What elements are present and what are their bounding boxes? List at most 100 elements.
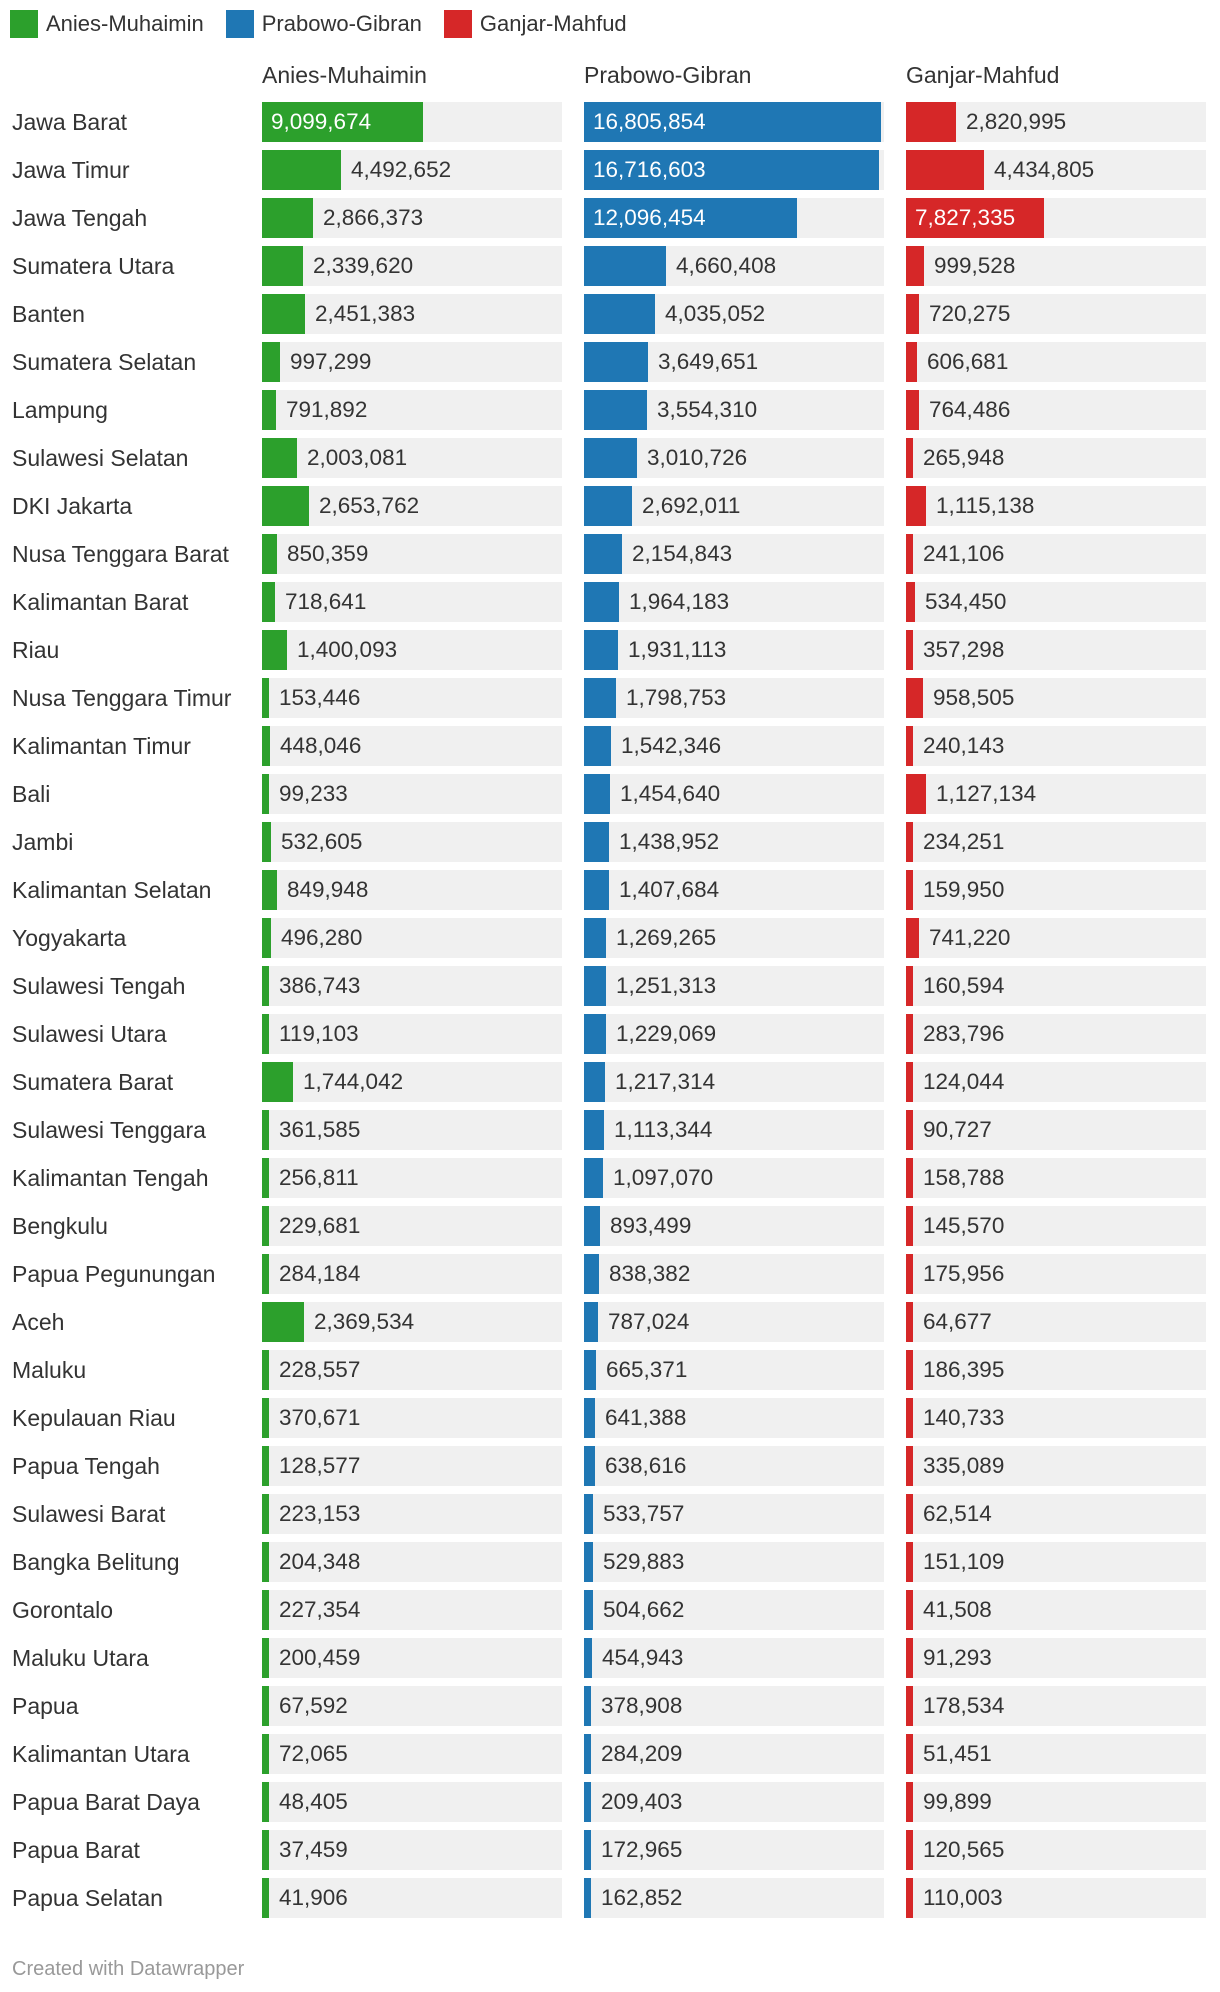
region-label: Papua Selatan [12,1885,163,1911]
bar-cell: 665,371 [584,1350,884,1390]
bar-cell: 160,594 [906,966,1206,1006]
value-label: 1,229,069 [616,1021,717,1046]
bar [262,822,271,862]
bar [262,918,271,958]
bar [262,726,270,766]
table-row: Sumatera Barat 1,744,042 1,217,314 124,044 [0,1062,1220,1110]
bar [262,1686,269,1726]
bar [906,966,913,1006]
value-label: 448,046 [280,733,362,758]
region-label: Papua Barat Daya [12,1789,200,1815]
bar-cell: 1,229,069 [584,1014,884,1054]
bar-cell: 1,113,344 [584,1110,884,1150]
value-label: 16,716,603 [593,157,706,182]
bar-cell: 7,827,335 [906,198,1206,238]
legend-swatch [443,10,472,38]
value-label: 606,681 [927,349,1009,374]
table-row: Jawa Timur 4,492,652 16,716,603 4,434,805 [0,150,1220,198]
bar [262,1590,269,1630]
value-label: 99,233 [279,781,348,806]
bar-cell: 37,459 [262,1830,562,1870]
bar [906,1878,913,1918]
value-label: 151,109 [923,1549,1005,1574]
bar-cell: 787,024 [584,1302,884,1342]
value-label: 1,251,313 [616,973,717,998]
region-label: Aceh [12,1309,65,1335]
bar-cell: 2,154,843 [584,534,884,574]
bar-cell: 158,788 [906,1158,1206,1198]
bar-cell: 3,554,310 [584,390,884,430]
bar-cell: 2,820,995 [906,102,1206,142]
region-label: Nusa Tenggara Timur [12,685,232,711]
region-label: Sulawesi Barat [12,1501,166,1527]
bar-cell: 1,744,042 [262,1062,562,1102]
value-label: 51,451 [923,1741,992,1766]
bar [906,102,956,142]
table-row: Bali 99,233 1,454,640 1,127,134 [0,774,1220,822]
bar [262,1254,269,1294]
bar [262,198,313,238]
bar-cell: 504,662 [584,1590,884,1630]
value-label: 534,450 [925,589,1007,614]
value-label: 241,106 [923,541,1005,566]
bar [262,1878,269,1918]
value-label: 48,405 [279,1789,348,1814]
bar [906,1638,913,1678]
bar [584,1590,593,1630]
value-label: 838,382 [609,1261,691,1286]
legend-item: Prabowo-Gibran [225,10,422,38]
bar [262,1206,269,1246]
bar [584,966,606,1006]
bar [584,726,611,766]
value-label: 849,948 [287,877,369,902]
value-label: 145,570 [923,1213,1005,1238]
value-label: 1,217,314 [615,1069,716,1094]
table-row: Bangka Belitung 204,348 529,883 151,109 [0,1542,1220,1590]
footer-credit: Created with Datawrapper [12,1958,245,1980]
region-label: Maluku [12,1357,87,1383]
value-label: 172,965 [601,1837,683,1862]
value-label: 240,143 [923,733,1005,758]
value-label: 741,220 [929,925,1011,950]
value-label: 175,956 [923,1261,1005,1286]
bar-cell: 62,514 [906,1494,1206,1534]
table-row: Jambi 532,605 1,438,952 234,251 [0,822,1220,870]
bar [906,1398,913,1438]
value-label: 1,407,684 [619,877,720,902]
region-label: Jawa Barat [12,109,128,135]
value-label: 265,948 [923,445,1005,470]
bar-cell: 99,899 [906,1782,1206,1822]
region-label: Sumatera Utara [12,253,175,279]
value-label: 1,097,070 [613,1165,714,1190]
value-label: 504,662 [603,1597,685,1622]
bar [584,294,655,334]
bar [584,390,647,430]
bar-cell: 67,592 [262,1686,562,1726]
bar-cell: 153,446 [262,678,562,718]
bar [262,1398,269,1438]
legend-label: Prabowo-Gibran [261,11,422,36]
bar [584,870,609,910]
bar [262,678,269,718]
column-header: Ganjar-Mahfud [906,62,1060,88]
region-label: Sulawesi Utara [12,1021,167,1047]
bar-table: Jawa Barat 9,099,674 16,805,854 2,820,995 Ja… [0,102,1220,1926]
value-label: 665,371 [606,1357,688,1382]
value-label: 119,103 [279,1021,359,1046]
value-label: 1,744,042 [303,1069,404,1094]
bar-cell: 1,400,093 [262,630,562,670]
bar [262,1350,269,1390]
table-row: Jawa Barat 9,099,674 16,805,854 2,820,995 [0,102,1220,150]
bar [584,1110,604,1150]
legend-item: Ganjar-Mahfud [443,10,627,38]
bar [906,1446,913,1486]
bar-cell: 151,109 [906,1542,1206,1582]
value-label: 124,044 [923,1069,1005,1094]
bar [262,150,341,190]
bar-cell: 1,115,138 [906,486,1206,526]
bar [906,1830,913,1870]
bar [262,342,280,382]
bar-cell: 718,641 [262,582,562,622]
bar [906,294,919,334]
region-label: Kalimantan Timur [12,733,191,759]
